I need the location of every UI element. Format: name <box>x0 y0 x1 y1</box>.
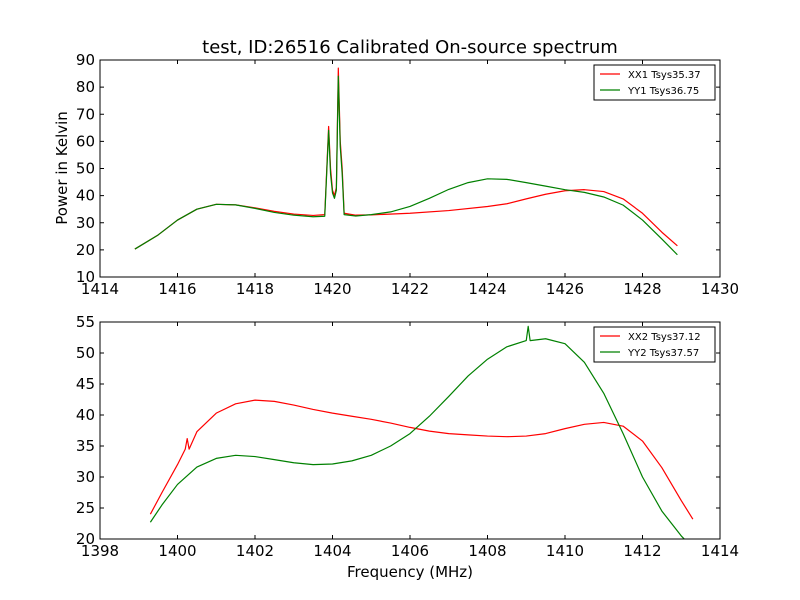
y-tick-label: 30 <box>76 214 95 232</box>
x-tick-label: 1416 <box>158 280 196 298</box>
x-tick-label: 1404 <box>313 542 351 560</box>
y-tick-label: 45 <box>76 375 95 393</box>
y-tick-label: 55 <box>76 313 95 331</box>
top-y-axis-label: Power in Kelvin <box>53 111 71 225</box>
y-tick-label: 40 <box>76 187 95 205</box>
y-tick-label: 20 <box>76 241 95 259</box>
legend-entry-label: YY1 Tsys36.75 <box>627 86 699 97</box>
x-tick-label: 1414 <box>81 280 119 298</box>
bottom-spectrum-panel: Frequency (MHz) 1398 1400 1402 1404 1406 1408… <box>76 313 739 581</box>
y-tick-label: 50 <box>76 344 95 362</box>
x-tick-label: 1408 <box>468 542 506 560</box>
legend-box <box>593 326 716 363</box>
legend-entry-label: YY2 Tsys37.57 <box>627 348 699 359</box>
x-tick-label: 1412 <box>623 542 661 560</box>
y-tick-label: 40 <box>76 406 95 424</box>
legend-box <box>593 64 716 101</box>
x-tick-label: 1400 <box>158 542 196 560</box>
y-tick-label: 10 <box>76 268 95 286</box>
legend-entry-label: XX1 Tsys35.37 <box>628 70 701 81</box>
x-tick-label: 1402 <box>236 542 274 560</box>
top-spectrum-panel: test, ID:26516 Calibrated On-source spec… <box>53 37 739 298</box>
x-tick-label: 1430 <box>701 280 739 298</box>
series-line-yy2 <box>149 325 686 539</box>
legend: XX1 Tsys35.37 YY1 Tsys36.75 <box>593 64 716 101</box>
y-tick-label: 90 <box>76 51 95 69</box>
x-tick-label: 1422 <box>391 280 429 298</box>
x-tick-label: 1424 <box>468 280 506 298</box>
x-tick-label: 1428 <box>623 280 661 298</box>
y-tick-label: 35 <box>76 437 95 455</box>
y-tick-label: 20 <box>76 530 95 548</box>
x-tick-label: 1426 <box>546 280 584 298</box>
bottom-x-axis-label: Frequency (MHz) <box>347 563 473 581</box>
y-tick-label: 30 <box>76 468 95 486</box>
legend-entry-label: XX2 Tsys37.12 <box>628 332 701 343</box>
x-tick-label: 1414 <box>701 542 739 560</box>
y-tick-label: 50 <box>76 160 95 178</box>
top-chart-title: test, ID:26516 Calibrated On-source spec… <box>202 37 618 58</box>
x-tick-label: 1398 <box>81 542 119 560</box>
y-tick-label: 80 <box>76 78 95 96</box>
y-tick-label: 60 <box>76 132 95 150</box>
series-line-yy1 <box>134 75 678 256</box>
legend: XX2 Tsys37.12 YY2 Tsys37.57 <box>593 326 716 363</box>
x-tick-label: 1420 <box>313 280 351 298</box>
x-tick-label: 1418 <box>236 280 274 298</box>
x-tick-label: 1410 <box>546 542 584 560</box>
y-tick-label: 70 <box>76 105 95 123</box>
series-line-xx2 <box>149 399 694 520</box>
x-tick-label: 1406 <box>391 542 429 560</box>
y-tick-label: 25 <box>76 499 95 517</box>
